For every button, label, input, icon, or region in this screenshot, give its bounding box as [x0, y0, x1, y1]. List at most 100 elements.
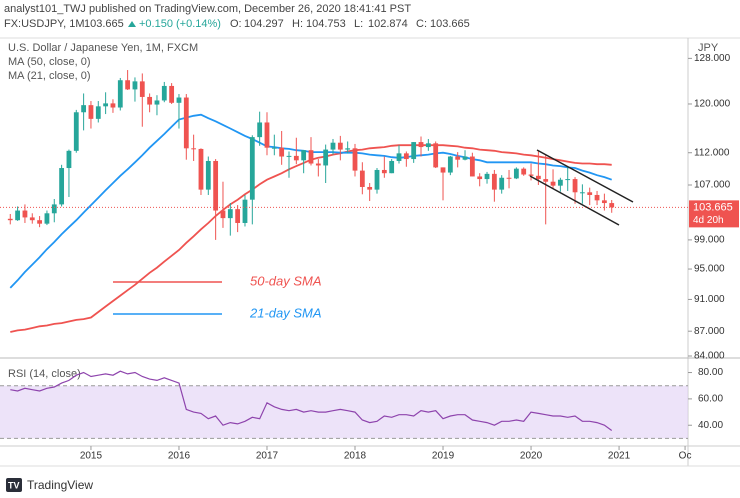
candle-body [235, 209, 241, 223]
chart-title: U.S. Dollar / Japanese Yen, 1M, FXCM [8, 42, 198, 54]
candle-body [29, 217, 35, 221]
candle-body [37, 220, 43, 224]
legend-entry: MA (21, close, 0) [8, 70, 91, 82]
channel-line [529, 175, 620, 226]
annotation: 21-day SMA [249, 305, 322, 320]
y-tick-label: 128.000 [694, 53, 731, 64]
candle-body [528, 174, 534, 176]
candle-body [425, 143, 431, 148]
candle-body [132, 81, 138, 90]
candle-body [411, 142, 417, 160]
candle-body [374, 169, 380, 190]
candle-body [147, 96, 153, 105]
ohlc-value: 103.665 [430, 18, 470, 30]
candle-body [484, 173, 490, 180]
publish-line: analyst101_TWJ published on TradingView.… [4, 3, 411, 15]
candle-body [95, 106, 101, 119]
candle-body [499, 177, 505, 190]
y-tick-label: 91.000 [694, 294, 725, 305]
candle-body [491, 173, 497, 190]
ohlc-key: C: [416, 18, 427, 30]
x-tick-label: 2015 [80, 451, 103, 462]
channel-line [536, 149, 634, 203]
x-tick-label: Oc [679, 451, 692, 462]
ohlc-value: 102.874 [368, 18, 408, 30]
y-tick-label: 87.000 [694, 326, 725, 337]
candle-body [447, 156, 453, 173]
candle-body [352, 148, 358, 171]
candle-body [403, 153, 409, 160]
candle-body [7, 218, 13, 221]
price: 103.665 [84, 18, 124, 30]
candle-body [345, 148, 351, 150]
candle-body [293, 155, 299, 161]
ohlc-key: L: [354, 18, 363, 30]
rsi-band [0, 385, 688, 439]
x-tick-label: 2020 [520, 451, 543, 462]
y-tick-label: 84.000 [694, 351, 725, 362]
candle-body [103, 103, 109, 107]
footer-brand: TradingView [27, 478, 93, 492]
candle-body [51, 204, 57, 214]
ohlc-key: O: [230, 18, 242, 30]
svg-text:TV: TV [8, 480, 20, 490]
candle-body [279, 147, 285, 157]
x-tick-label: 2019 [432, 451, 455, 462]
candle-body [73, 112, 79, 151]
candle-body [264, 122, 270, 148]
candle-body [22, 210, 28, 218]
legend-entry: MA (50, close, 0) [8, 56, 91, 68]
candle-body [15, 210, 21, 221]
candle-body [521, 168, 527, 175]
candle-body [286, 155, 292, 157]
ohlc-value: 104.297 [244, 18, 284, 30]
candle-body [477, 176, 483, 180]
candle-body [271, 147, 277, 149]
candle-body [367, 186, 373, 190]
y-tick-label: 99.000 [694, 235, 725, 246]
y-tick-label: 120.000 [694, 99, 731, 110]
x-tick-label: 2017 [256, 451, 279, 462]
candle-body [440, 167, 446, 173]
candle-body [594, 194, 600, 201]
candle-body [513, 168, 519, 179]
rsi-tick-label: 40.00 [698, 420, 723, 431]
annotation: 50-day SMA [250, 273, 322, 288]
candle-body [125, 80, 131, 90]
candle-body [330, 142, 336, 150]
candle-body [176, 97, 182, 103]
candle-body [249, 137, 255, 200]
x-tick-label: 2018 [344, 451, 367, 462]
candle-body [213, 160, 219, 211]
candle-body [301, 150, 307, 161]
candle-body [220, 210, 226, 219]
candle-body [154, 100, 160, 105]
candle-body [81, 105, 87, 113]
candle-body [579, 192, 585, 194]
candle-body [117, 80, 123, 108]
candle-body [572, 179, 578, 193]
candle-body [110, 103, 116, 108]
x-tick-label: 2021 [608, 451, 631, 462]
candle-body [161, 85, 167, 101]
currency: JPY [698, 42, 719, 54]
candle-body [59, 168, 65, 205]
up-arrow [128, 21, 136, 27]
candle-body [359, 170, 365, 187]
y-tick-label: 112.000 [694, 147, 730, 158]
candle-body [469, 156, 475, 177]
rsi-tick-label: 80.00 [698, 367, 723, 378]
candle-body [609, 203, 615, 208]
candle-body [88, 105, 94, 119]
candle-body [257, 122, 263, 138]
y-tick-label: 95.000 [694, 264, 725, 275]
candle-body [535, 175, 541, 180]
candle-body [198, 148, 204, 190]
candle-body [227, 209, 233, 219]
candle-body [462, 156, 468, 160]
candle-body [205, 160, 211, 190]
candle-body [337, 142, 343, 150]
candle-body [418, 142, 424, 148]
ohlc-key: H: [292, 18, 303, 30]
